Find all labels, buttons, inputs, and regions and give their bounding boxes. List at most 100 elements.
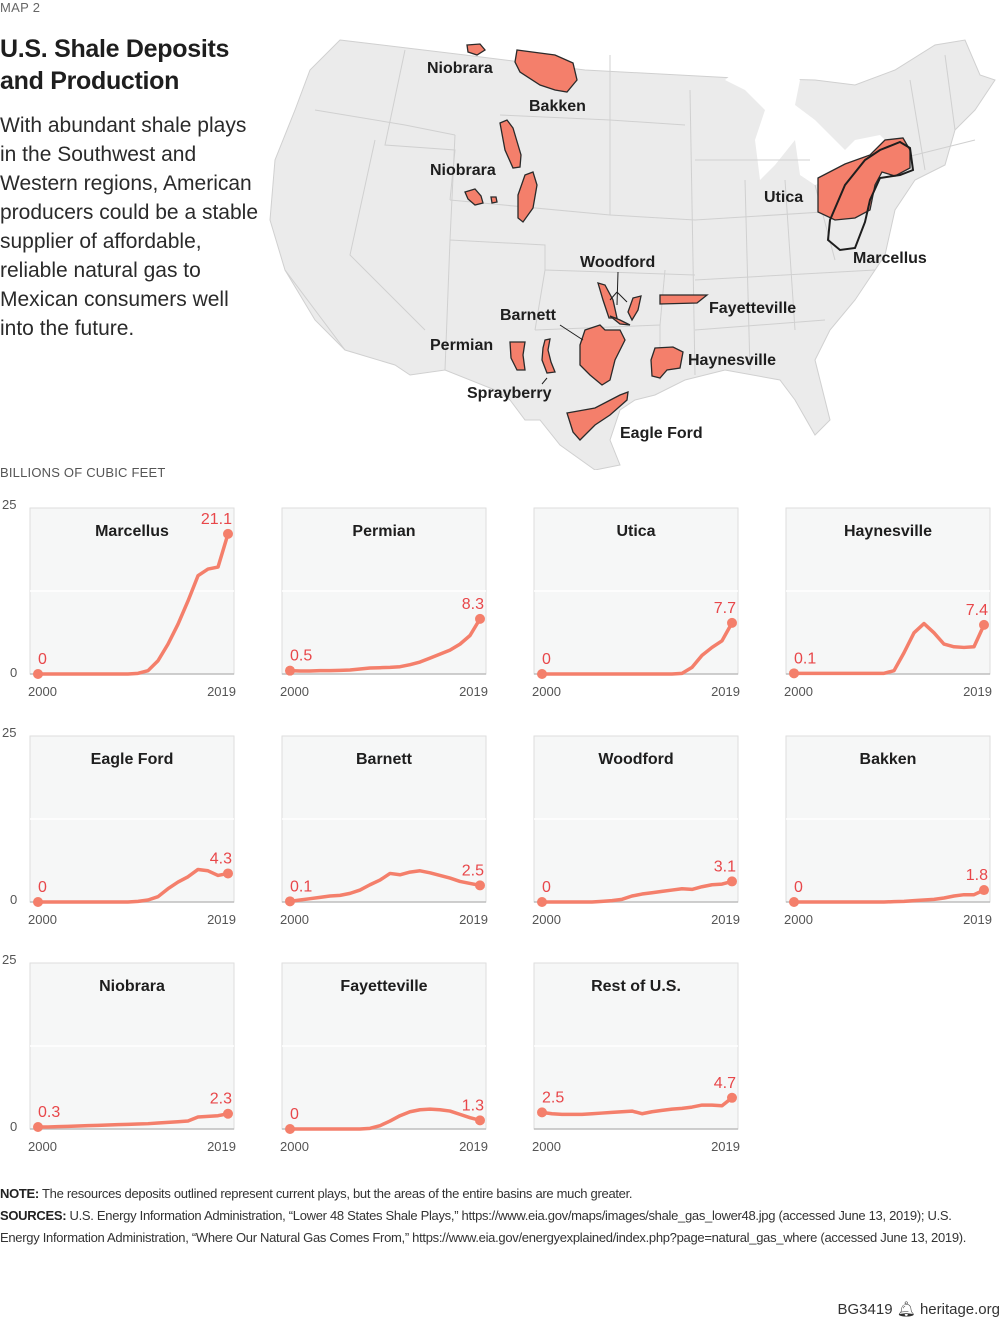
play-fayetteville <box>659 294 709 305</box>
map-label-permian: Permian <box>430 337 493 354</box>
end-value-label: 8.3 <box>462 596 484 613</box>
panel-title: Permian <box>352 523 416 540</box>
play-woodford-1 <box>597 282 618 319</box>
chart-bakken: 01.8 <box>785 735 991 907</box>
map-labels: Niobrara Bakken Niobrara Utica Marcellus… <box>427 60 927 442</box>
panel-title: Barnett <box>355 751 412 768</box>
x-tick-end: 2019 <box>711 1139 740 1154</box>
ytick-min-row1: 0 <box>10 665 18 680</box>
end-value-label: 2.5 <box>462 862 484 879</box>
series-line-marcellus <box>36 532 230 676</box>
chart-utica: 07.7 <box>533 507 739 679</box>
map-label-haynesville: Haynesville <box>688 352 776 369</box>
chart-rest-of-u-s: 2.5 4.7 <box>533 962 739 1130</box>
end-point <box>475 880 485 891</box>
panel-permian: 0.5 8.3 Permian 2000 2019 <box>280 507 488 699</box>
start-point <box>285 665 295 676</box>
start-point <box>537 897 547 907</box>
play-barnett <box>579 324 626 386</box>
end-point <box>475 1115 485 1126</box>
start-point <box>789 897 799 907</box>
panel-title: Rest of U.S. <box>591 978 681 995</box>
end-point <box>727 1092 737 1103</box>
liberty-bell-icon: 🔔︎ <box>896 1301 916 1318</box>
start-point <box>33 669 43 679</box>
x-tick-start: 2000 <box>28 1139 57 1154</box>
ytick-max-row2: 25 <box>2 725 17 740</box>
x-tick-start: 2000 <box>28 684 57 699</box>
start-value-label: 0 <box>38 879 47 896</box>
map-label-barnett: Barnett <box>500 307 557 324</box>
units-label: BILLIONS OF CUBIC FEET <box>0 465 166 480</box>
end-value-label: 21.1 <box>201 511 232 528</box>
play-eagle-ford <box>566 391 629 441</box>
series-line-rest-of-u-s <box>540 1096 734 1117</box>
note-text: The resources deposits outlined represen… <box>42 1186 633 1201</box>
end-value-label: 7.4 <box>966 602 988 619</box>
x-tick-start: 2000 <box>532 1139 561 1154</box>
end-point <box>727 617 737 628</box>
end-value-label: 4.3 <box>210 850 232 867</box>
x-tick-end: 2019 <box>459 912 488 927</box>
x-tick-end: 2019 <box>963 912 992 927</box>
end-point <box>223 528 233 539</box>
us-shale-map: Niobrara Bakken Niobrara Utica Marcellus… <box>269 39 996 470</box>
ytick-max-row3: 25 <box>2 952 17 967</box>
start-value-label: 0 <box>542 879 551 896</box>
ytick-min-row2: 0 <box>10 892 18 907</box>
x-tick-start: 2000 <box>28 912 57 927</box>
x-tick-end: 2019 <box>207 1139 236 1154</box>
chart-woodford: 03.1 <box>533 735 739 907</box>
map-label-eagle-ford: Eagle Ford <box>620 425 703 442</box>
play-niobrara-small1 <box>464 188 484 206</box>
panel-fayetteville: 0 1.3 Fayetteville 2000 2019 <box>280 962 488 1154</box>
end-value-label: 1.3 <box>462 1097 484 1114</box>
x-tick-start: 2000 <box>280 1139 309 1154</box>
panel-title: Marcellus <box>95 523 169 540</box>
shale-plays <box>464 43 911 441</box>
series-line-niobrara <box>36 1111 230 1129</box>
ytick-min-row3: 0 <box>10 1119 18 1134</box>
x-tick-end: 2019 <box>711 912 740 927</box>
play-permian <box>509 341 526 371</box>
start-point <box>537 669 547 679</box>
site-link[interactable]: heritage.org <box>919 1301 1000 1318</box>
x-tick-start: 2000 <box>532 684 561 699</box>
play-woodford-2 <box>627 295 642 322</box>
start-value-label: 0 <box>290 1106 299 1123</box>
start-point <box>33 1122 43 1133</box>
panel-title: Fayetteville <box>340 978 428 995</box>
x-tick-end: 2019 <box>963 684 992 699</box>
panel-eagle-ford: 0 4.3 Eagle Ford 2000 2019 <box>28 735 236 927</box>
series-line-haynesville <box>792 621 986 676</box>
x-tick-start: 2000 <box>784 684 813 699</box>
play-bakken <box>514 49 578 93</box>
start-value-label: 0.1 <box>794 650 816 667</box>
map-label-woodford: Woodford <box>580 254 655 271</box>
play-niobrara-south <box>517 171 538 223</box>
x-tick-end: 2019 <box>459 684 488 699</box>
end-point <box>475 613 485 624</box>
map-label-niobrara-north: Niobrara <box>427 60 493 77</box>
page-title: U.S. Shale Deposits and Production <box>0 35 230 95</box>
series-line-eagle-ford <box>36 867 230 904</box>
note-label: NOTE: <box>0 1186 39 1201</box>
chart-haynesville: 0.1 7.4 <box>785 507 991 679</box>
chart-eagle-ford: 04.3 <box>29 735 235 907</box>
sources-text: U.S. Energy Information Administration, … <box>0 1208 967 1245</box>
map-label-sprayberry: Sprayberry <box>467 385 552 402</box>
end-point <box>727 876 737 887</box>
panel-utica: 0 7.7 Utica 2000 2019 <box>532 507 740 699</box>
play-woodford-3 <box>609 315 631 326</box>
x-tick-start: 2000 <box>532 912 561 927</box>
panel-title: Niobrara <box>99 978 165 995</box>
start-point <box>285 896 295 907</box>
start-value-label: 0 <box>542 651 551 668</box>
end-point <box>223 1108 233 1119</box>
start-value-label: 0 <box>38 651 47 668</box>
end-point <box>979 619 989 630</box>
panel-niobrara: 0.3 2.3 Niobrara 2000 2019 <box>28 962 236 1154</box>
panel-title: Haynesville <box>843 523 933 540</box>
play-sprayberry <box>541 338 556 374</box>
series-line-fayetteville <box>288 1107 482 1131</box>
